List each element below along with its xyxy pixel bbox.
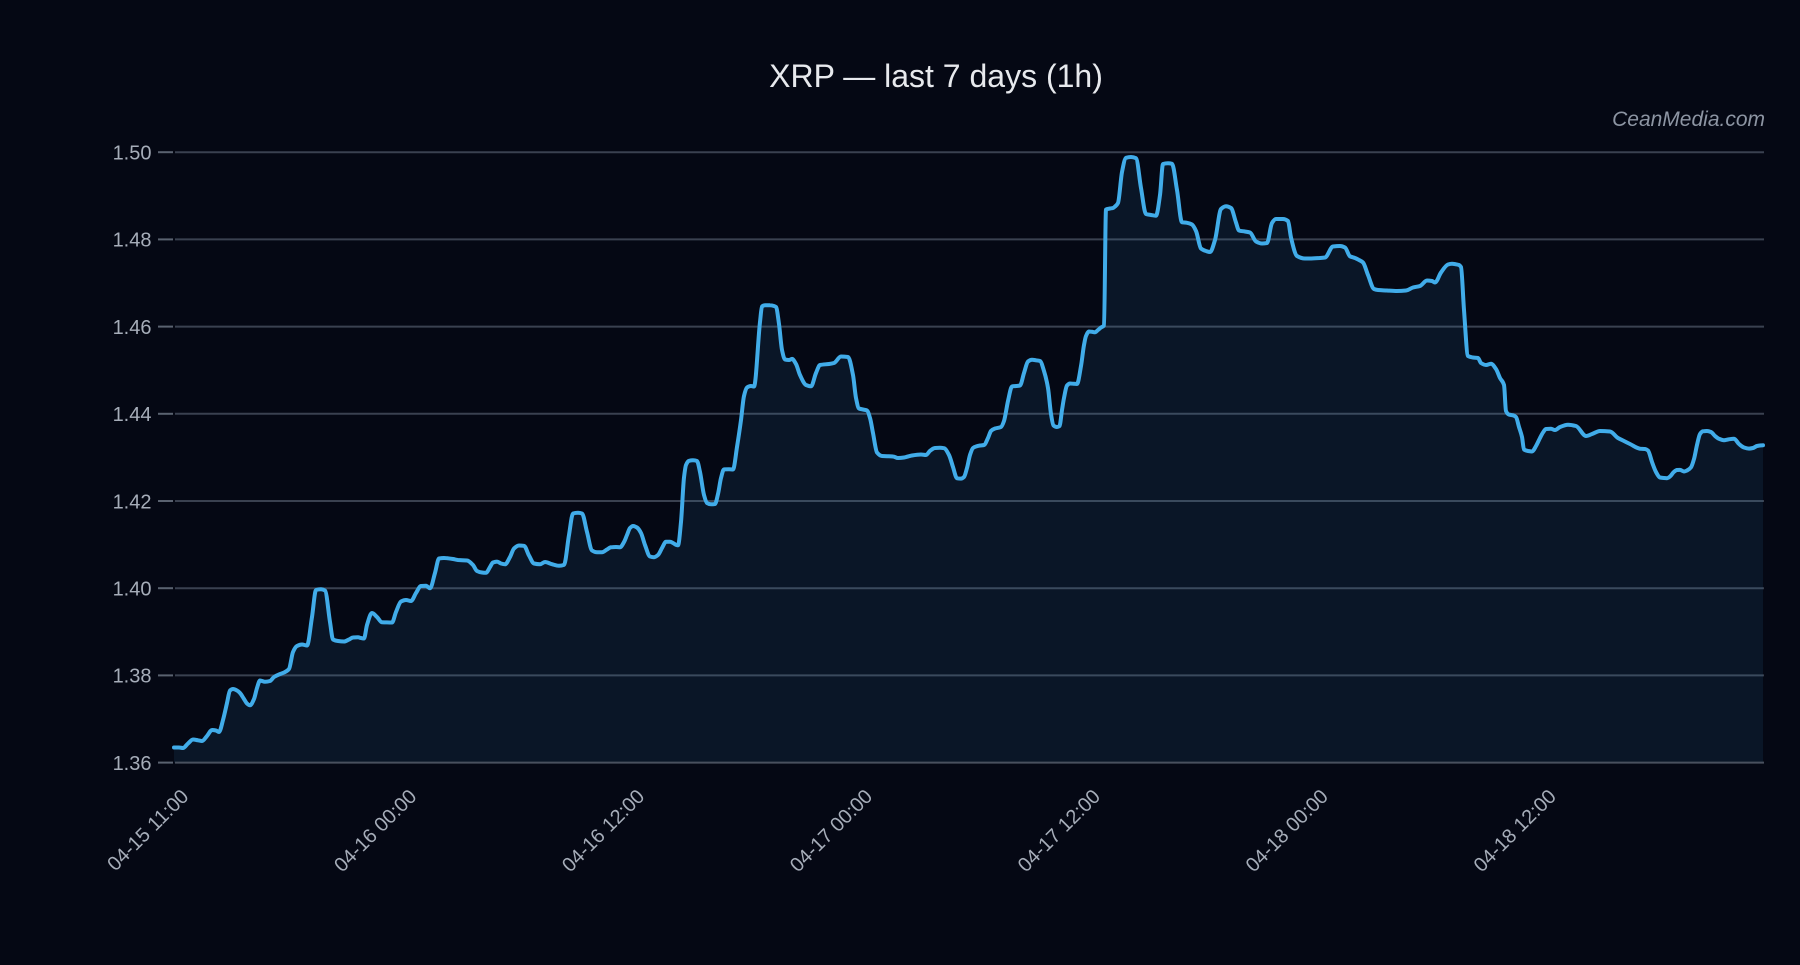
svg-text:XRP — last 7 days (1h): XRP — last 7 days (1h) [769,58,1103,94]
svg-text:1.46: 1.46 [113,317,152,339]
svg-text:1.42: 1.42 [113,491,152,513]
svg-text:1.38: 1.38 [113,666,152,688]
svg-text:1.48: 1.48 [113,230,152,252]
svg-text:CeanMedia.com: CeanMedia.com [1612,108,1765,131]
svg-text:1.50: 1.50 [113,143,152,165]
svg-text:1.36: 1.36 [113,753,152,775]
svg-text:1.40: 1.40 [113,579,152,601]
svg-text:1.44: 1.44 [113,404,152,426]
